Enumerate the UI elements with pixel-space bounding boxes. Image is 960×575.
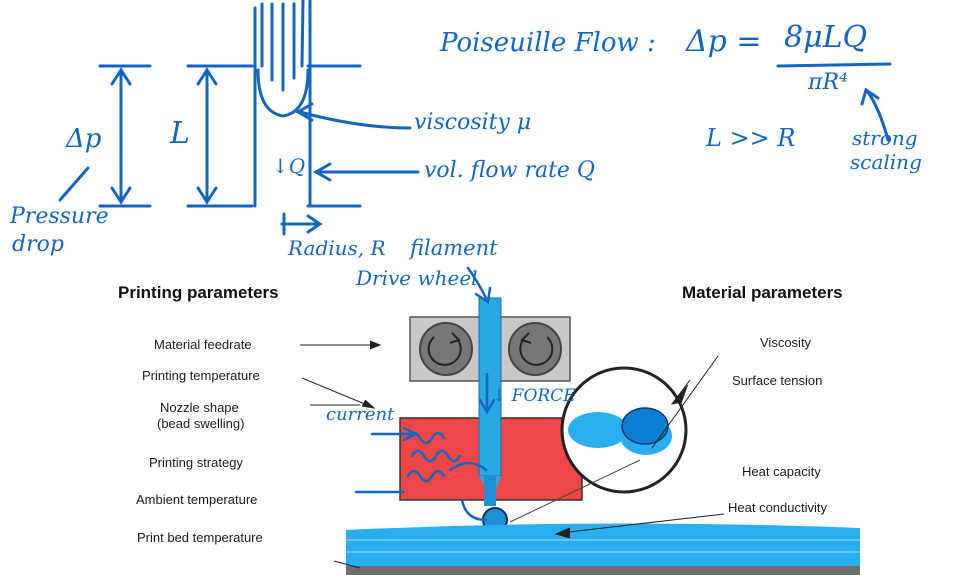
drive-wheel-icon [508, 322, 562, 376]
param-heat-conductivity: Heat conductivity [728, 500, 827, 515]
radius-annotation: Radius, R [288, 236, 386, 260]
param-viscosity: Viscosity [760, 335, 812, 350]
pressure-drop-line1: Pressure [10, 204, 109, 229]
filament-annotation: filament [410, 236, 498, 260]
delta-p-label: Δp [66, 124, 102, 154]
param-printing-strategy: Printing strategy [149, 455, 243, 470]
poiseuille-label: Poiseuille Flow : [440, 28, 656, 58]
param-ambient-temperature: Ambient temperature [136, 492, 258, 507]
length-label: L [170, 116, 190, 151]
param-heat-capacity: Heat capacity [742, 464, 821, 479]
material-parameters-heading: Material parameters [682, 283, 843, 302]
flow-rate-annotation: vol. flow rate Q [424, 158, 595, 183]
drive-wheel-annotation: Drive wheel [356, 266, 478, 290]
formula-lhs: Δp = [686, 24, 762, 59]
strong-scaling-line1: strong [852, 126, 918, 150]
force-annotation: ↓ FORCE [492, 386, 576, 406]
viscosity-annotation: viscosity μ [414, 110, 532, 135]
param-printing-temperature: Printing temperature [142, 368, 260, 383]
param-nozzle-shape: Nozzle shape [160, 400, 239, 415]
print-layers [346, 523, 860, 566]
print-bed-plate [346, 566, 860, 575]
length-condition: L >> R [706, 124, 796, 152]
pipe-sketch [58, 0, 892, 236]
q-mark: ↓Q [272, 154, 306, 178]
param-bead-swelling: (bead swelling) [157, 416, 245, 431]
param-print-bed-temperature: Print bed temperature [137, 530, 263, 545]
current-annotation: current [326, 404, 395, 425]
formula-denominator: πR⁴ [808, 70, 848, 95]
printing-parameters-heading: Printing parameters [118, 283, 279, 302]
drive-wheel-icon [419, 322, 473, 376]
strong-scaling-line2: scaling [850, 150, 922, 174]
param-surface-tension: Surface tension [732, 373, 823, 388]
parameter-pointers [300, 340, 725, 569]
param-material-feedrate: Material feedrate [154, 337, 252, 352]
formula-numerator: 8μLQ [784, 20, 868, 55]
pressure-drop-line2: drop [12, 232, 64, 257]
